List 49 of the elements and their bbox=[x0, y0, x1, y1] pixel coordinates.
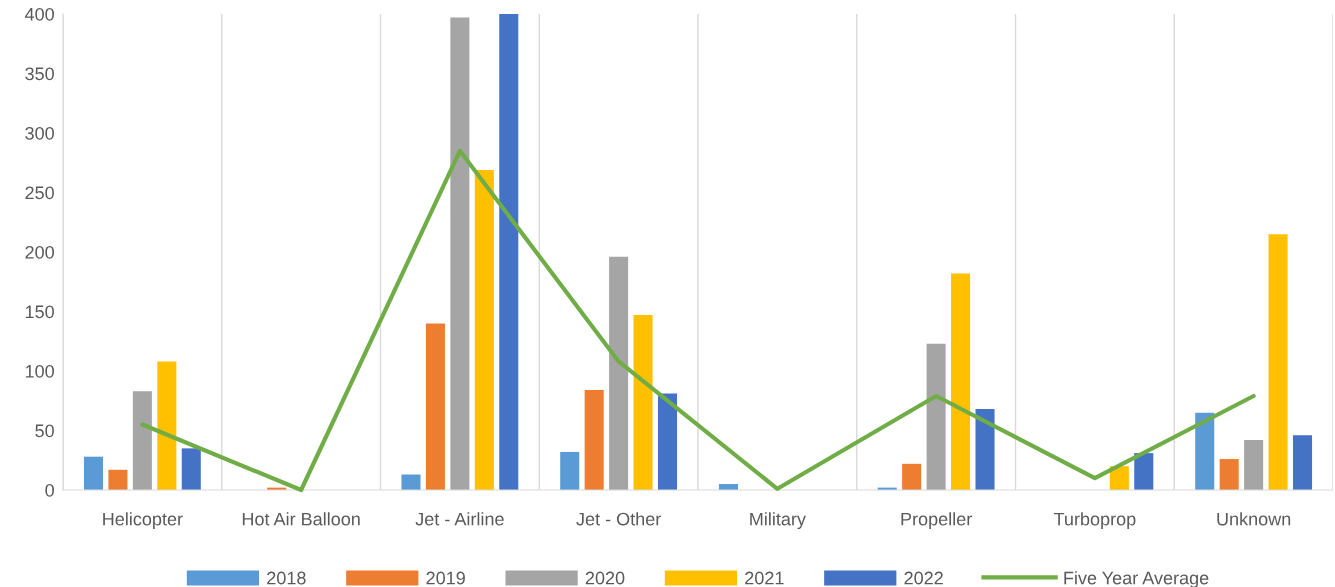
bar bbox=[1195, 412, 1215, 490]
bar bbox=[1244, 440, 1264, 490]
legend-label: 2018 bbox=[267, 571, 306, 585]
bar bbox=[83, 456, 104, 490]
y-tick-label: 50 bbox=[35, 424, 54, 438]
bar bbox=[181, 448, 201, 490]
bar bbox=[560, 451, 580, 490]
bar bbox=[450, 17, 470, 490]
y-tick-label: 350 bbox=[25, 67, 54, 81]
bar bbox=[474, 169, 494, 490]
bar bbox=[951, 273, 971, 490]
bar bbox=[584, 390, 604, 490]
bar bbox=[1134, 453, 1154, 490]
legend-label: 2019 bbox=[426, 571, 465, 585]
bar bbox=[157, 361, 177, 490]
x-tick-label: Jet - Airline bbox=[415, 512, 504, 526]
bar bbox=[657, 393, 678, 490]
y-tick-label: 100 bbox=[25, 364, 54, 378]
bar bbox=[425, 323, 445, 490]
y-tick-label: 0 bbox=[45, 483, 54, 497]
bar bbox=[499, 14, 519, 490]
legend-label: 2021 bbox=[745, 571, 784, 585]
bar bbox=[108, 469, 128, 490]
x-tick-label: Helicopter bbox=[103, 512, 183, 530]
y-tick-label: 250 bbox=[25, 186, 54, 200]
line-series bbox=[140, 148, 1256, 493]
bar bbox=[926, 343, 946, 490]
y-tick-label: 150 bbox=[25, 305, 54, 319]
x-tick-label: Hot Air Balloon bbox=[242, 512, 360, 526]
bar bbox=[902, 463, 922, 490]
legend-label: Five Year Average bbox=[1064, 571, 1209, 587]
x-tick-label: Propeller bbox=[901, 512, 972, 530]
bar bbox=[1292, 435, 1313, 490]
bar bbox=[633, 315, 653, 490]
y-tick-label: 200 bbox=[25, 245, 54, 259]
bar bbox=[1268, 234, 1288, 490]
bar bbox=[401, 474, 421, 490]
bar bbox=[609, 256, 629, 490]
legend-label: 2020 bbox=[585, 571, 625, 585]
x-tick-label: Military bbox=[750, 512, 806, 530]
x-tick-label: Unknown bbox=[1217, 512, 1291, 526]
y-tick-label: 400 bbox=[24, 7, 54, 21]
bar bbox=[975, 409, 995, 490]
bar bbox=[132, 391, 152, 490]
x-tick-label: Jet - Other bbox=[576, 512, 661, 526]
bar bbox=[1219, 459, 1239, 490]
legend-label: 2022 bbox=[904, 571, 943, 585]
y-tick-label: 300 bbox=[25, 126, 54, 140]
x-tick-label: Turboprop bbox=[1053, 512, 1136, 530]
